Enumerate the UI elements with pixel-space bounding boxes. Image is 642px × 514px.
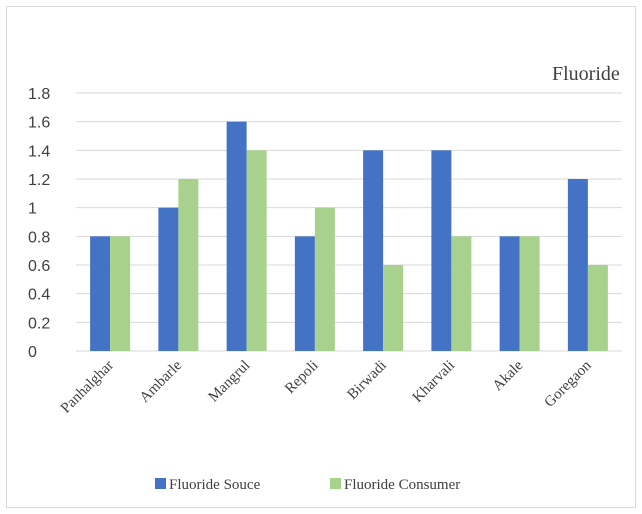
y-tick-label: 0.6 [28,258,50,275]
chart-title: Fluoride [552,63,620,85]
legend: Fluoride Souce Fluoride Consumer [155,477,460,493]
y-tick-label: 0 [28,344,37,361]
bar-consumer-ambarle [178,179,199,351]
bar-consumer-panhalghar [110,236,131,351]
x-tick-label: Ambarle [137,357,186,406]
bar-consumer-birwadi [383,265,404,351]
y-tick-label: 1.6 [28,115,50,132]
x-tick-label: Repoli [282,358,322,398]
bar-source-akale [499,236,520,351]
bar-consumer-kharvali [451,236,472,351]
x-tick-label: Kharvali [410,358,458,406]
x-tick-label: Birwadi [344,358,389,403]
legend-swatch [330,478,341,489]
x-tick-label: Panhalghar [58,358,117,417]
y-tick-label: 1 [28,201,37,218]
x-tick-label: Mangrul [206,358,254,406]
y-axis-ticks: 0 0.2 0.4 0.6 0.8 1 1.2 1.4 1.6 1.8 [28,86,50,361]
bar-consumer-mangrul [246,150,267,351]
bar-source-mangrul [226,121,247,352]
bar-consumer-repoli [314,207,335,351]
legend-swatch [155,478,166,489]
gridlines [76,92,622,352]
bars [90,121,608,352]
y-tick-label: 1.8 [28,86,50,103]
bar-consumer-goregaon [587,265,608,351]
legend-label: Fluoride Souce [169,477,261,493]
y-tick-label: 0.2 [28,315,50,332]
bar-source-repoli [294,236,315,351]
bar-source-ambarle [158,207,179,351]
legend-label: Fluoride Consumer [344,477,460,493]
y-tick-label: 0.8 [28,229,50,246]
bar-consumer-akale [519,236,540,351]
bar-source-kharvali [431,150,452,351]
x-tick-label: Goregaon [542,357,595,410]
bar-source-goregaon [567,179,588,351]
x-axis-ticks: Panhalghar Ambarle Mangrul Repoli Birwadi Kha… [58,357,595,416]
y-tick-label: 1.4 [28,143,50,160]
y-tick-label: 0.4 [28,287,50,304]
bar-source-panhalghar [90,236,111,351]
bar-source-birwadi [363,150,384,351]
x-tick-label: Akale [490,357,527,394]
y-tick-label: 1.2 [28,172,50,189]
